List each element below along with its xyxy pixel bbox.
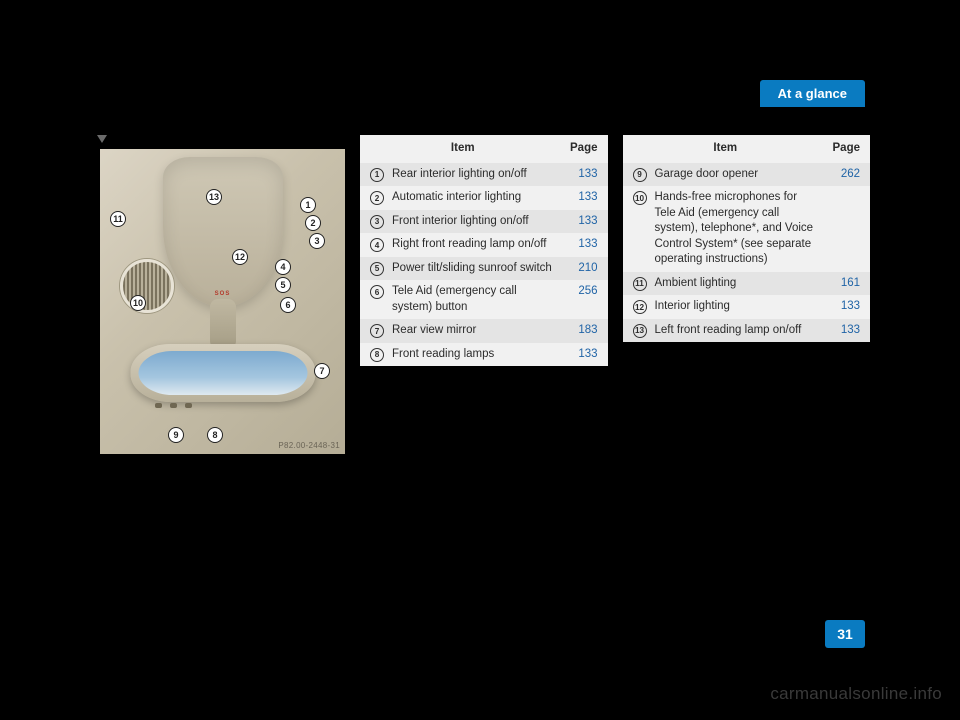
- table-row: 1 Rear interior lighting on/off 133: [360, 163, 608, 187]
- table-row: 2 Automatic interior lighting 133: [360, 186, 608, 210]
- page-number: 31: [825, 620, 865, 648]
- item-description: Garage door opener: [655, 167, 819, 183]
- item-marker: 12: [633, 300, 647, 314]
- item-marker: 7: [370, 324, 384, 338]
- item-description: Front reading lamps: [392, 347, 556, 363]
- item-marker: 6: [370, 285, 384, 299]
- table-row: 4 Right front reading lamp on/off 133: [360, 233, 608, 257]
- item-page: 133: [564, 190, 598, 206]
- section-tab: At a glance: [760, 80, 865, 107]
- table-row: 11 Ambient lighting 161: [623, 272, 871, 296]
- sos-label: SOS: [215, 291, 231, 297]
- table-row: 3 Front interior lighting on/off 133: [360, 210, 608, 234]
- overhead-console-diagram: SOS 12345678910111213 P82.00-2448-31: [100, 149, 345, 454]
- microphone-zoom: [120, 259, 174, 313]
- table-row: 10 Hands-free microphones for Tele Aid (e…: [623, 186, 871, 272]
- item-marker: 5: [370, 262, 384, 276]
- callout-5: 5: [275, 277, 291, 293]
- header-page: Page: [554, 141, 598, 157]
- item-page: 161: [826, 276, 860, 292]
- page-content: SOS 12345678910111213 P82.00-2448-31 Ite…: [100, 135, 870, 454]
- item-description: Left front reading lamp on/off: [655, 323, 819, 339]
- item-page: 262: [826, 167, 860, 183]
- table-header: Item Page: [360, 135, 608, 163]
- watermark: carmanualsonline.info: [770, 684, 942, 704]
- figure-column: SOS 12345678910111213 P82.00-2448-31: [100, 135, 345, 454]
- callout-2: 2: [305, 215, 321, 231]
- rear-view-mirror: [130, 344, 315, 402]
- table-row: 12 Interior lighting 133: [623, 295, 871, 319]
- console-shape: [163, 157, 283, 307]
- mirror-buttons: [155, 403, 192, 408]
- item-page: 133: [564, 214, 598, 230]
- table-row: 6 Tele Aid (emergency call system) button…: [360, 280, 608, 319]
- item-description: Tele Aid (emergency call system) button: [392, 284, 556, 315]
- item-marker: 3: [370, 215, 384, 229]
- callout-13: 13: [206, 189, 222, 205]
- callout-7: 7: [314, 363, 330, 379]
- expand-indicator: [100, 135, 345, 146]
- triangle-down-icon: [97, 135, 107, 143]
- item-marker: 8: [370, 348, 384, 362]
- item-page: 133: [826, 299, 860, 315]
- items-table-left: Item Page 1 Rear interior lighting on/off…: [360, 135, 608, 366]
- item-description: Interior lighting: [655, 299, 819, 315]
- item-marker: 4: [370, 238, 384, 252]
- item-marker: 1: [370, 168, 384, 182]
- table-row: 9 Garage door opener 262: [623, 163, 871, 187]
- item-description: Rear interior lighting on/off: [392, 167, 556, 183]
- callout-8: 8: [207, 427, 223, 443]
- item-page: 210: [564, 261, 598, 277]
- item-page: 256: [564, 284, 598, 300]
- callout-9: 9: [168, 427, 184, 443]
- item-description: Power tilt/sliding sunroof switch: [392, 261, 556, 277]
- header-page: Page: [816, 141, 860, 157]
- callout-1: 1: [300, 197, 316, 213]
- item-page: 133: [564, 347, 598, 363]
- header-item: Item: [635, 141, 817, 157]
- item-marker: 13: [633, 324, 647, 338]
- table-row: 5 Power tilt/sliding sunroof switch 210: [360, 257, 608, 281]
- item-marker: 10: [633, 191, 647, 205]
- item-description: Rear view mirror: [392, 323, 556, 339]
- item-marker: 2: [370, 191, 384, 205]
- item-description: Right front reading lamp on/off: [392, 237, 556, 253]
- table-row: 7 Rear view mirror 183: [360, 319, 608, 343]
- diagram-code: P82.00-2448-31: [278, 441, 340, 450]
- mirror-stem: [210, 299, 236, 349]
- callout-11: 11: [110, 211, 126, 227]
- item-description: Ambient lighting: [655, 276, 819, 292]
- items-table-right: Item Page 9 Garage door opener 262 10 Hands-…: [623, 135, 871, 342]
- item-description: Front interior lighting on/off: [392, 214, 556, 230]
- item-marker: 9: [633, 168, 647, 182]
- table-row: 13 Left front reading lamp on/off 133: [623, 319, 871, 343]
- item-marker: 11: [633, 277, 647, 291]
- callout-6: 6: [280, 297, 296, 313]
- item-description: Hands-free microphones for Tele Aid (eme…: [655, 190, 819, 268]
- header-item: Item: [372, 141, 554, 157]
- callout-4: 4: [275, 259, 291, 275]
- table-row: 8 Front reading lamps 133: [360, 343, 608, 367]
- item-description: Automatic interior lighting: [392, 190, 556, 206]
- item-page: 183: [564, 323, 598, 339]
- callout-12: 12: [232, 249, 248, 265]
- item-page: 133: [564, 167, 598, 183]
- callout-10: 10: [130, 295, 146, 311]
- item-page: 133: [826, 323, 860, 339]
- table-header: Item Page: [623, 135, 871, 163]
- item-page: 133: [564, 237, 598, 253]
- callout-3: 3: [309, 233, 325, 249]
